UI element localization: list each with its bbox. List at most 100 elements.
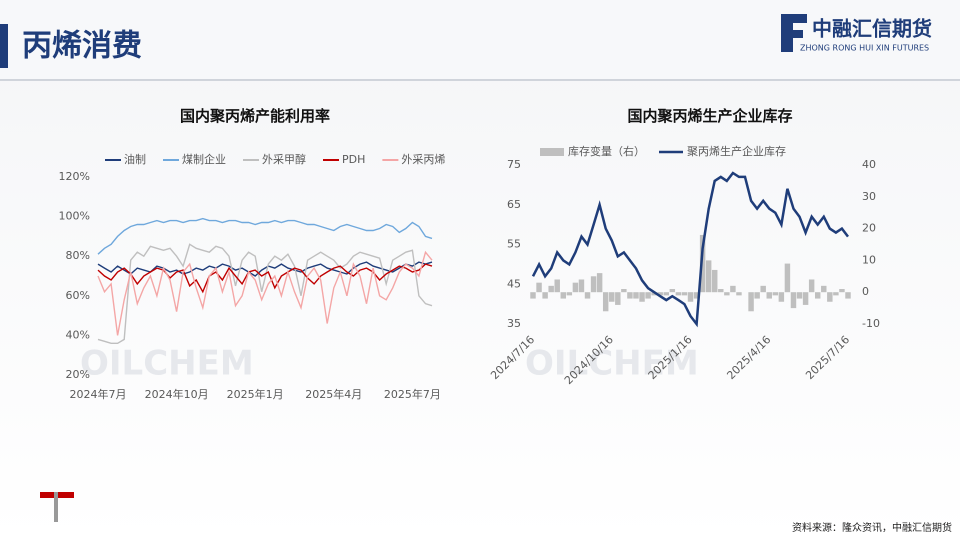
bar [602,292,609,312]
bar [590,276,597,293]
y-tick-label: 20% [66,368,90,381]
y-tick-label: 65 [507,198,521,211]
legend-label: 聚丙烯生产企业库存 [687,144,786,158]
bar [542,292,548,299]
bar [778,292,785,302]
y-tick-label: 75 [507,158,521,171]
bar [748,292,754,312]
data-line [97,243,433,344]
y-tick-label: 40% [66,328,90,341]
bar [724,292,730,296]
y-tick-label: 45 [507,277,521,290]
logo-mark [781,30,803,38]
bar [839,289,845,293]
bar [712,269,718,293]
x-tick-label: 2025年7月 [384,387,441,401]
company-name: 中融汇信期货 [812,17,932,41]
bar [718,289,724,293]
x-tick-label: 2024年7月 [70,387,127,401]
y-tick-label: 40 [862,158,876,171]
bar [845,292,851,299]
bar [790,292,797,309]
bar [693,292,700,299]
legend-label: 外采丙烯 [401,153,445,166]
bar [736,292,742,296]
chart-title: 国内聚丙烯生产企业库存 [627,107,792,125]
bar [687,292,694,302]
data-line [97,261,433,277]
data-line [97,217,433,255]
bar [675,292,682,296]
bar [827,292,833,302]
bar [596,273,603,293]
bar [821,285,827,293]
bar [663,292,669,296]
bar [705,260,712,293]
y-tick-label: 30 [862,190,876,203]
bar [554,279,560,293]
y-tick-label: -10 [862,317,880,330]
page-title: 丙烯消费 [22,29,142,64]
bar [730,285,736,293]
bar [760,285,766,293]
y-tick-label: 20 [862,222,876,235]
bar [802,292,809,305]
logo-mark [781,14,807,23]
bar [833,292,839,296]
bar [530,292,536,299]
y-tick-label: 120% [59,170,90,183]
bar [566,292,573,296]
bar [615,292,621,305]
y-tick-label: 35 [507,317,521,330]
header-band [0,0,960,80]
bar [633,292,639,299]
y-tick-label: 10 [862,253,876,266]
header-accent [0,24,8,68]
bar [645,292,651,299]
bar [536,282,542,293]
bar [772,292,779,296]
legend-label: 外采甲醇 [262,152,306,166]
legend-swatch [540,148,564,156]
bar [578,279,585,293]
bar [560,292,567,299]
sign-icon [54,492,58,522]
data-line [531,171,849,328]
y-tick-label: 80% [66,249,90,262]
logo: 中融汇信期货 ZHONG RONG HUI XIN FUTURES [781,14,932,53]
bar [572,282,579,293]
y-tick-label: 55 [507,238,521,251]
y-tick-label: 0 [862,285,869,298]
watermark: OILCHEM [80,344,254,384]
bar [621,289,627,293]
data-line [97,263,433,294]
bar [548,285,554,293]
bar [808,279,815,293]
x-tick-label: 2024年10月 [145,387,209,401]
bar [669,289,676,293]
bar [784,263,791,293]
legend-label: PDH [342,153,365,166]
watermark: OILCHEM [525,344,699,384]
legend-label: 油制 [124,152,146,166]
chart-title: 国内聚丙烯产能利用率 [180,107,330,125]
bar [681,292,688,296]
bar [609,292,615,302]
legend-label: 煤制企业 [182,152,226,166]
bar [627,292,633,299]
y-tick-label: 100% [59,210,90,223]
y-tick-label: 60% [66,289,90,302]
bar [584,292,591,299]
bar [639,292,645,302]
bar [657,292,663,296]
bar [766,292,772,299]
bar [651,292,657,296]
bar [796,292,803,299]
bar [754,292,760,299]
company-name-en: ZHONG RONG HUI XIN FUTURES [800,44,929,53]
bar [814,292,821,299]
x-tick-label: 2025年4月 [305,387,362,401]
x-tick-label: 2025年1月 [227,387,284,401]
